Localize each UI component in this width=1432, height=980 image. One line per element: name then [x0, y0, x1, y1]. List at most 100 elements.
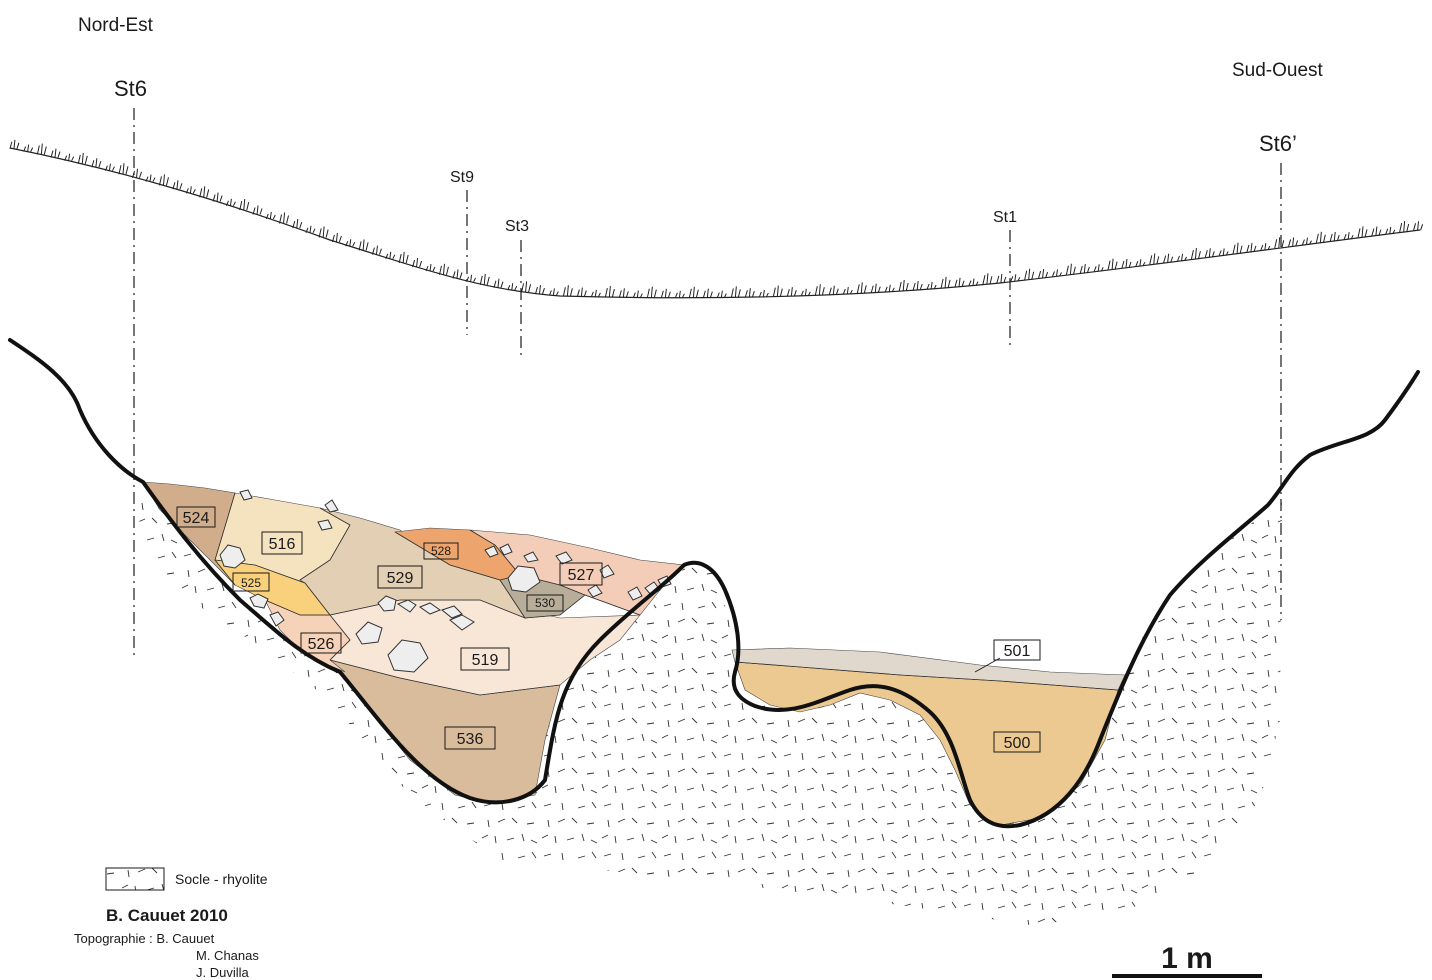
station-st6: St6 — [114, 76, 147, 101]
grass-tuft — [1107, 258, 1118, 270]
grass-tuft — [239, 199, 250, 211]
grass-tuft — [118, 163, 129, 175]
grass-tuft — [1052, 269, 1062, 277]
grass-tuft — [800, 288, 811, 296]
grass-tuft — [1371, 226, 1382, 236]
grass-tuft — [1079, 264, 1090, 274]
grass-tuft — [77, 152, 88, 165]
grass-tuft — [23, 144, 34, 152]
credit-topo-line2: M. Chanas — [196, 948, 259, 963]
grass-tuft — [292, 219, 303, 229]
grass-tuft — [1232, 242, 1243, 254]
grass-tuft — [926, 281, 937, 290]
grass-tuft — [305, 225, 316, 234]
grass-tuft — [576, 287, 587, 297]
grass-tuft — [521, 281, 532, 293]
label-528: 528 — [431, 544, 451, 558]
grass-tuft — [279, 212, 290, 224]
orientation-right: Sud-Ouest — [1232, 60, 1324, 81]
grass-tuft — [1177, 253, 1187, 262]
grass-tuft — [1038, 269, 1049, 279]
grass-tuft — [9, 139, 20, 149]
grass-tuft — [371, 245, 382, 255]
grass-tuft — [1413, 221, 1424, 231]
grass-tuft — [786, 287, 797, 297]
grass-tuft — [982, 273, 993, 285]
grass-tuft — [744, 288, 755, 298]
grass-tuft — [425, 263, 436, 272]
grass-tuft — [1385, 226, 1396, 235]
grass-tuft — [36, 143, 47, 155]
excavation-outline — [8, 338, 1420, 829]
legend-swatch-rhyolite — [105, 867, 165, 891]
grass-tuft — [912, 280, 923, 291]
grass-tuft — [1204, 248, 1215, 258]
grass-tuft — [479, 273, 490, 286]
grass-tuft — [1065, 263, 1076, 275]
grass-tuft — [618, 288, 629, 298]
credit-author: B. Cauuet 2010 — [106, 906, 228, 925]
label-525: 525 — [241, 576, 261, 590]
grass-tuft — [1093, 264, 1104, 272]
label-500: 500 — [1004, 735, 1031, 752]
grass-tuft — [104, 163, 115, 171]
grass-tuft — [412, 257, 423, 268]
grass-tuft — [828, 285, 839, 295]
layer-labels: 524 516 525 526 529 528 527 530 519 536 … — [176, 506, 1041, 753]
grass-tuft — [438, 263, 449, 275]
grass-tuft — [1343, 232, 1354, 240]
grass-tuft — [1260, 242, 1271, 251]
grass-tuft — [996, 273, 1007, 284]
grass-tuft — [225, 198, 236, 206]
grass-tuft — [452, 269, 463, 279]
grass-tuft — [358, 239, 369, 251]
grass-tuft — [493, 278, 504, 288]
grass-tuft — [1329, 231, 1340, 242]
station-st1: St1 — [993, 209, 1017, 226]
grass-tuft — [590, 289, 601, 298]
grass-tuft — [702, 288, 713, 298]
grass-tuft — [758, 289, 769, 298]
grass-tuft — [1010, 274, 1021, 282]
grass-tuft — [730, 286, 741, 298]
grass-tuft — [252, 205, 263, 215]
grass-tuft — [814, 284, 825, 296]
grass-tuft — [265, 211, 276, 220]
grass-tuft — [318, 226, 329, 238]
station-st9: St9 — [450, 169, 474, 186]
grass-tuft — [1246, 242, 1257, 253]
grass-tuft — [385, 251, 396, 260]
grass-tuft — [466, 274, 477, 283]
grass-tuft — [1121, 258, 1132, 269]
grass-tuft — [1288, 237, 1299, 247]
stones — [219, 489, 672, 673]
grass-tuft — [172, 180, 183, 190]
grass-tuft — [1190, 248, 1201, 260]
label-526: 526 — [308, 636, 335, 653]
grass-tuft — [331, 232, 342, 243]
grass-tuft — [646, 286, 657, 298]
grass-tuft — [716, 290, 727, 298]
grass-tuft — [632, 290, 643, 298]
grass-tuft — [398, 251, 409, 264]
label-501: 501 — [1004, 643, 1031, 660]
legend: Socle - rhyolite — [105, 867, 268, 891]
bedrock-rhyolite — [138, 478, 1282, 925]
grass-tuft — [562, 285, 573, 297]
label-519: 519 — [472, 652, 499, 669]
grass-tuft — [534, 285, 545, 295]
grass-tuft — [1024, 268, 1035, 280]
grass-tuft — [507, 283, 518, 291]
grass-tuft — [856, 282, 867, 294]
label-530: 530 — [535, 596, 555, 610]
grass-tuft — [50, 148, 61, 158]
grass-tuft — [64, 153, 75, 161]
orientation-left: Nord-Est — [78, 15, 154, 36]
label-529: 529 — [387, 570, 414, 587]
label-524: 524 — [183, 510, 210, 527]
grass-tuft — [898, 279, 909, 292]
grass-tuft — [1135, 259, 1146, 267]
grass-tuft — [968, 278, 979, 286]
boundary-501-500 — [734, 661, 1119, 691]
grass-tuft — [604, 286, 615, 298]
